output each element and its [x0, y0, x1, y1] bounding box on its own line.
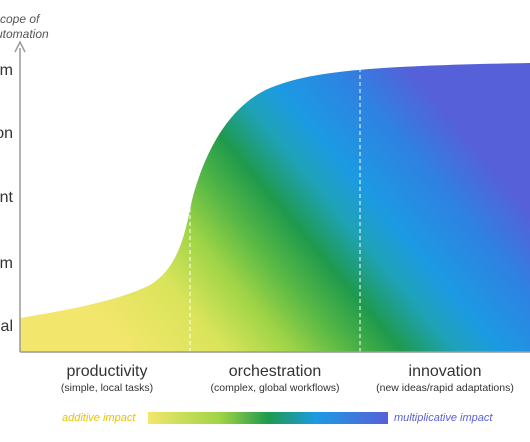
axis-title: cope of: [0, 12, 41, 26]
y-axis-arrow: [14, 40, 26, 53]
phase-description: (new ideas/rapid adaptations): [376, 382, 514, 394]
axis-title: utomation: [0, 27, 49, 41]
level-label: nt: [0, 189, 14, 206]
level-label: m: [0, 255, 13, 272]
phase-description: (simple, local tasks): [61, 382, 153, 394]
phase-name: orchestration: [229, 363, 322, 380]
level-label: al: [1, 318, 13, 335]
growth-area: [20, 63, 530, 352]
phase-name: innovation: [409, 363, 482, 380]
legend-gradient: [148, 412, 388, 424]
legend-end: multiplicative impact: [394, 412, 493, 424]
phase-description: (complex, global workflows): [211, 382, 340, 394]
level-label: m: [0, 62, 13, 79]
phase-name: productivity: [67, 363, 148, 380]
legend-start: additive impact: [62, 412, 136, 424]
level-label: on: [0, 125, 13, 142]
